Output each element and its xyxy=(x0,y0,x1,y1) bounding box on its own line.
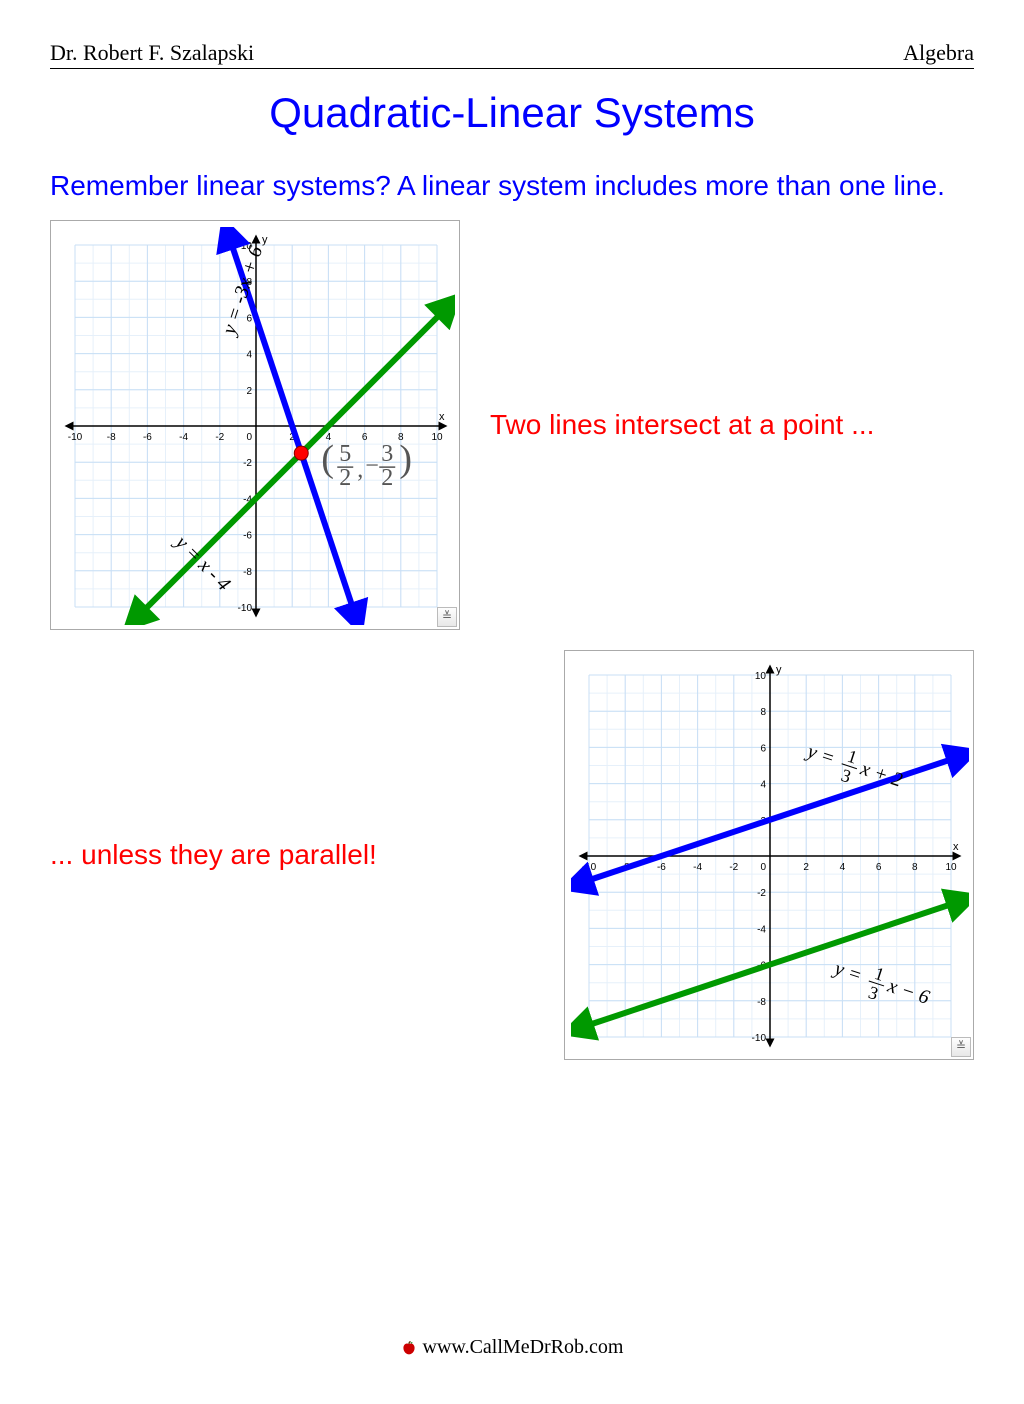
apple-icon xyxy=(401,1340,417,1356)
svg-text:6: 6 xyxy=(362,432,368,443)
graph1-svg: xy-10-8-6-4-2246810-10-8-6-4-22468100y =… xyxy=(57,227,455,625)
header-author: Dr. Robert F. Szalapski xyxy=(50,40,254,66)
caption-parallel: ... unless they are parallel! xyxy=(50,839,534,871)
svg-text:): ) xyxy=(399,438,412,480)
svg-text:-6: -6 xyxy=(143,432,152,443)
svg-text:-8: -8 xyxy=(107,432,116,443)
svg-text:0: 0 xyxy=(246,432,252,443)
caption-intersecting: Two lines intersect at a point ... xyxy=(490,409,874,441)
svg-text:10: 10 xyxy=(945,862,957,873)
svg-text:y: y xyxy=(262,234,268,246)
svg-text:(: ( xyxy=(321,438,334,480)
graph-parallel: xy-10-8-6-4-2246810-10-8-6-4-22468100y =… xyxy=(564,650,974,1060)
svg-text:4: 4 xyxy=(840,862,846,873)
footer: www.CallMeDrRob.com xyxy=(0,1336,1024,1359)
expand-icon[interactable]: ≚ xyxy=(951,1037,971,1057)
svg-text:3: 3 xyxy=(381,441,393,467)
svg-text:-8: -8 xyxy=(243,566,252,577)
svg-text:-4: -4 xyxy=(693,862,702,873)
svg-text:-6: -6 xyxy=(243,530,252,541)
svg-text:2: 2 xyxy=(803,862,809,873)
svg-text:-6: -6 xyxy=(657,862,666,873)
intro-text: Remember linear systems? A linear system… xyxy=(50,162,974,210)
svg-text:-8: -8 xyxy=(757,996,766,1007)
svg-text:,: , xyxy=(357,457,363,483)
svg-text:x − 6: x − 6 xyxy=(884,974,932,1008)
svg-text:6: 6 xyxy=(246,313,252,324)
svg-text:4: 4 xyxy=(760,779,766,790)
expand-icon[interactable]: ≚ xyxy=(437,607,457,627)
svg-text:-2: -2 xyxy=(215,432,224,443)
svg-text:8: 8 xyxy=(760,707,766,718)
header: Dr. Robert F. Szalapski Algebra xyxy=(50,40,974,69)
svg-text:2: 2 xyxy=(246,385,252,396)
svg-text:2: 2 xyxy=(339,465,351,491)
graph2-svg: xy-10-8-6-4-2246810-10-8-6-4-22468100y =… xyxy=(571,657,969,1055)
svg-text:-10: -10 xyxy=(752,1033,767,1044)
page-title: Quadratic-Linear Systems xyxy=(50,89,974,137)
svg-text:-10: -10 xyxy=(68,432,83,443)
header-subject: Algebra xyxy=(903,40,974,66)
svg-text:-4: -4 xyxy=(179,432,188,443)
svg-text:-4: -4 xyxy=(757,924,766,935)
svg-text:6: 6 xyxy=(876,862,882,873)
svg-text:2: 2 xyxy=(381,465,393,491)
row-parallel: ... unless they are parallel! x y -10 -8 -6 -… xyxy=(50,650,974,1060)
graph-intersecting: xy-10-8-6-4-2246810-10-8-6-4-22468100y =… xyxy=(50,220,460,630)
svg-text:-2: -2 xyxy=(757,888,766,899)
svg-text:0: 0 xyxy=(760,862,766,873)
page: Dr. Robert F. Szalapski Algebra Quadrati… xyxy=(0,0,1024,1404)
svg-text:10: 10 xyxy=(431,432,443,443)
svg-text:−: − xyxy=(365,453,379,479)
row-intersecting: xy-10-8-6-4-2246810-10-8-6-4-22468100y =… xyxy=(50,220,974,630)
svg-text:8: 8 xyxy=(912,862,918,873)
svg-text:1: 1 xyxy=(845,745,860,767)
svg-text:-2: -2 xyxy=(243,458,252,469)
svg-text:-10: -10 xyxy=(582,862,597,873)
svg-text:x: x xyxy=(439,411,445,423)
svg-text:-10: -10 xyxy=(238,603,253,614)
footer-url: www.CallMeDrRob.com xyxy=(423,1336,624,1358)
svg-text:10: 10 xyxy=(755,671,767,682)
svg-text:6: 6 xyxy=(760,743,766,754)
svg-text:-2: -2 xyxy=(729,862,738,873)
svg-text:1: 1 xyxy=(872,963,887,985)
svg-text:5: 5 xyxy=(339,441,351,467)
svg-text:x: x xyxy=(953,841,959,853)
svg-text:y: y xyxy=(776,664,782,676)
svg-text:4: 4 xyxy=(246,349,252,360)
